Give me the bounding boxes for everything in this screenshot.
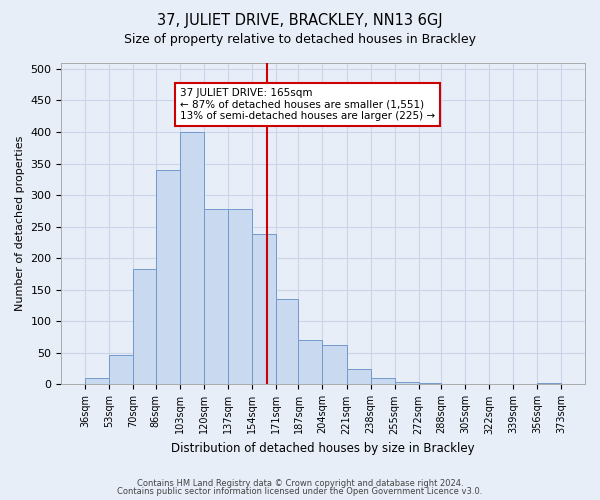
Bar (85, 378, 109, 384)
Bar (133, 269, 156, 384)
Bar (322, 346, 347, 385)
Bar (371, 378, 395, 384)
X-axis label: Distribution of detached houses by size in Brackley: Distribution of detached houses by size … (172, 442, 475, 455)
Y-axis label: Number of detached properties: Number of detached properties (15, 136, 25, 311)
Bar (347, 368, 371, 384)
Bar (204, 209, 228, 384)
Bar (109, 356, 133, 384)
Bar (419, 383, 441, 384)
Bar (252, 234, 276, 384)
Bar (395, 382, 419, 384)
Bar (276, 299, 298, 384)
Bar (298, 340, 322, 384)
Bar (156, 170, 180, 384)
Text: Size of property relative to detached houses in Brackley: Size of property relative to detached ho… (124, 32, 476, 46)
Text: 37, JULIET DRIVE, BRACKLEY, NN13 6GJ: 37, JULIET DRIVE, BRACKLEY, NN13 6GJ (157, 12, 443, 28)
Bar (537, 382, 561, 384)
Text: Contains public sector information licensed under the Open Government Licence v3: Contains public sector information licen… (118, 487, 482, 496)
Bar (228, 209, 252, 384)
Text: Contains HM Land Registry data © Crown copyright and database right 2024.: Contains HM Land Registry data © Crown c… (137, 478, 463, 488)
Bar (180, 132, 204, 384)
Text: 37 JULIET DRIVE: 165sqm
← 87% of detached houses are smaller (1,551)
13% of semi: 37 JULIET DRIVE: 165sqm ← 87% of detache… (180, 88, 435, 121)
